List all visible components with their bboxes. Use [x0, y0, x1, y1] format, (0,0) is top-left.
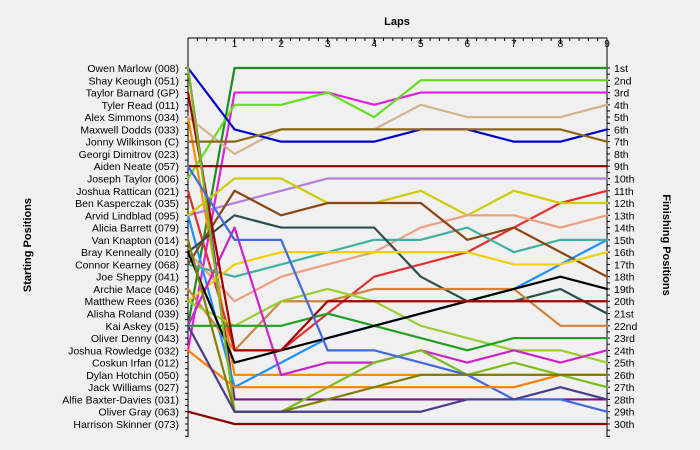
driver-position-line [186, 165, 609, 413]
finishing-position-label: 24th [614, 345, 635, 357]
driver-position-line [186, 287, 609, 364]
finishing-position-label: 29th [614, 407, 635, 419]
finishing-position-label: 12th [614, 198, 635, 210]
starting-position-driver-label: Joe Sheppy (041) [96, 272, 179, 284]
starting-position-driver-label: Owen Marlow (008) [87, 63, 179, 75]
starting-position-driver-label: Joseph Taylor (006) [87, 173, 179, 185]
lap-tick-label: 9 [604, 39, 610, 50]
starting-position-driver-label: Joshua Rattican (021) [76, 186, 179, 198]
starting-position-driver-label: Taylor Barnard (GP) [86, 88, 179, 100]
starting-position-driver-label: Georgi Dimitrov (023) [79, 149, 179, 161]
starting-position-driver-label: Matthew Rees (036) [84, 296, 179, 308]
starting-position-driver-label: Arvid Lindblad (095) [85, 210, 179, 222]
lap-tick-label: 4 [371, 39, 377, 50]
driver-position-line [186, 66, 609, 327]
lap-tick-label: 8 [558, 39, 564, 50]
starting-position-driver-label: Jack Williams (027) [88, 382, 179, 394]
finishing-position-label: 21st [614, 309, 634, 321]
starting-position-driver-label: Oliver Denny (043) [91, 333, 179, 345]
finishing-position-label: 23rd [614, 333, 635, 345]
lap-tick-label: 1 [232, 39, 238, 50]
finishing-position-label: 25th [614, 358, 635, 370]
starting-position-driver-label: Jonny Wilkinson (C) [86, 137, 179, 149]
finishing-position-label: 11th [614, 186, 634, 198]
driver-position-line [186, 251, 609, 303]
driver-position-line [186, 177, 609, 217]
starting-position-driver-label: Tyler Read (011) [102, 100, 179, 112]
finishing-position-label: 28th [614, 394, 635, 406]
finishing-position-label: 14th [614, 223, 635, 235]
lap-tick-label: 6 [465, 39, 471, 50]
finishing-position-label: 9th [614, 161, 629, 173]
starting-position-driver-label: Aiden Neate (057) [94, 161, 179, 173]
finishing-position-label: 8th [614, 149, 629, 161]
finishing-position-label: 7th [614, 137, 629, 149]
finishing-position-label: 18th [614, 272, 635, 284]
driver-position-line [186, 312, 609, 352]
finishing-position-label: 13th [614, 210, 635, 222]
driver-position-line [186, 226, 609, 278]
finishing-position-label: 5th [614, 112, 629, 124]
starting-position-driver-label: Dylan Hotchin (050) [86, 370, 179, 382]
starting-position-driver-label: Oliver Gray (063) [98, 407, 179, 419]
finishing-position-label: 1st [614, 63, 628, 75]
starting-position-driver-label: Coskun Irfan (012) [92, 358, 179, 370]
driver-position-line [186, 128, 609, 143]
driver-position-line [186, 79, 609, 180]
starting-position-driver-label: Alisha Roland (039) [87, 309, 179, 321]
left-axis-title: Starting Positions [22, 198, 34, 292]
finishing-position-label: 6th [614, 124, 629, 136]
driver-position-line [186, 177, 609, 217]
starting-position-driver-label: Shay Keough (051) [89, 75, 179, 87]
finishing-position-label: 4th [614, 100, 629, 112]
finishing-position-label: 19th [614, 284, 635, 296]
driver-position-line [186, 103, 609, 156]
starting-position-driver-label: Alfie Baxter-Davies (031) [62, 394, 179, 406]
starting-position-driver-label: Alicia Barrett (079) [92, 223, 179, 235]
finishing-position-label: 3rd [614, 88, 629, 100]
lap-tick-label: 2 [278, 39, 284, 50]
driver-position-line [186, 251, 609, 364]
starting-position-driver-label: Alex Simmons (034) [84, 112, 179, 124]
finishing-position-label: 17th [614, 259, 635, 271]
starting-position-driver-label: Van Knapton (014) [92, 235, 179, 247]
driver-position-line [186, 91, 609, 352]
finishing-position-label: 30th [614, 419, 635, 431]
starting-position-driver-label: Joshua Rowledge (032) [68, 345, 179, 357]
starting-position-driver-label: Harrison Skinner (073) [73, 419, 179, 431]
finishing-position-label: 27th [614, 382, 635, 394]
driver-position-line [186, 189, 609, 278]
starting-position-driver-label: Kai Askey (015) [105, 321, 179, 333]
driver-position-line [186, 349, 609, 389]
finishing-position-label: 2nd [614, 75, 632, 87]
starting-position-driver-label: Connor Kearney (068) [75, 259, 179, 271]
finishing-position-label: 22nd [614, 321, 638, 333]
right-axis-title: Finishing Positions [660, 194, 672, 295]
starting-position-driver-label: Ben Kasperczak (035) [75, 198, 179, 210]
finishing-position-label: 15th [614, 235, 635, 247]
starting-position-driver-label: Archie Mace (046) [93, 284, 179, 296]
driver-position-line [186, 324, 609, 413]
finishing-position-label: 10th [614, 173, 635, 185]
x-axis-title: Laps [384, 16, 410, 28]
lap-tick-label: 5 [418, 39, 424, 50]
finishing-position-label: 26th [614, 370, 635, 382]
lap-tick-label: 7 [511, 39, 517, 50]
driver-position-line [186, 410, 609, 426]
finishing-position-label: 16th [614, 247, 635, 259]
lap-tick-label: 3 [325, 39, 331, 50]
starting-position-driver-label: Maxwell Dodds (033) [80, 124, 179, 136]
finishing-position-label: 20th [614, 296, 635, 308]
starting-position-driver-label: Bray Kenneally (010) [81, 247, 179, 259]
